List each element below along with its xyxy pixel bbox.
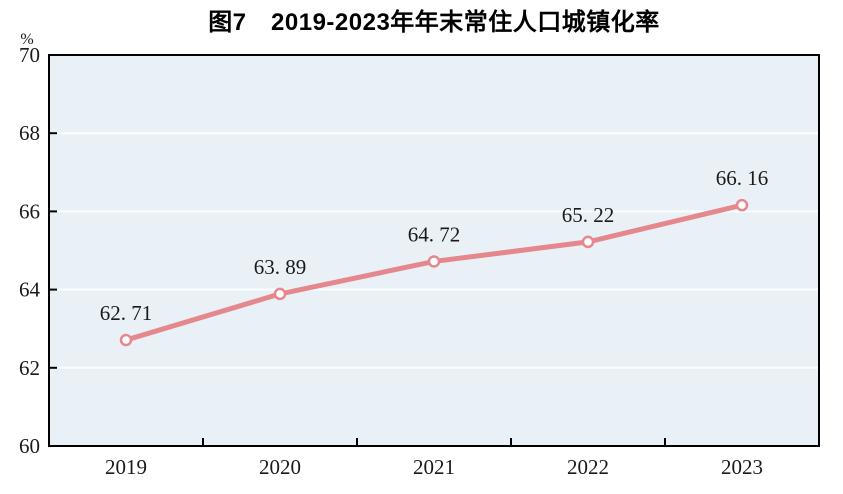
data-point-label: 63. 89 — [254, 255, 307, 279]
y-axis-tick-label: 70 — [19, 43, 40, 67]
data-point-marker — [427, 255, 441, 268]
y-axis-unit-label: % — [20, 31, 33, 48]
plot-area — [49, 55, 819, 446]
x-axis-tick-label: 2023 — [721, 455, 763, 479]
plot-border — [48, 54, 820, 447]
data-point-marker — [735, 198, 749, 212]
x-axis-tick-label: 2020 — [259, 455, 301, 479]
y-axis-tick-label: 68 — [19, 121, 40, 145]
y-axis-tick-label: 66 — [19, 199, 40, 223]
data-point-label: 62. 71 — [100, 301, 153, 325]
data-point-label: 64. 72 — [408, 222, 461, 246]
y-axis-tick-label: 60 — [19, 434, 40, 458]
x-axis-tick-label: 2021 — [413, 455, 455, 479]
x-axis-tick-label: 2019 — [105, 455, 147, 479]
y-axis-tick-label: 64 — [19, 278, 41, 302]
chart-title: 图7 2019-2023年年末常住人口城镇化率 — [208, 9, 660, 36]
data-point-label: 66. 16 — [716, 166, 769, 190]
data-point-label: 65. 22 — [562, 203, 615, 227]
x-axis-tick-label: 2022 — [567, 455, 609, 479]
data-point-marker — [273, 287, 287, 301]
data-point-marker — [119, 333, 133, 347]
y-axis-tick-label: 62 — [19, 356, 40, 380]
data-point-marker — [581, 235, 595, 249]
